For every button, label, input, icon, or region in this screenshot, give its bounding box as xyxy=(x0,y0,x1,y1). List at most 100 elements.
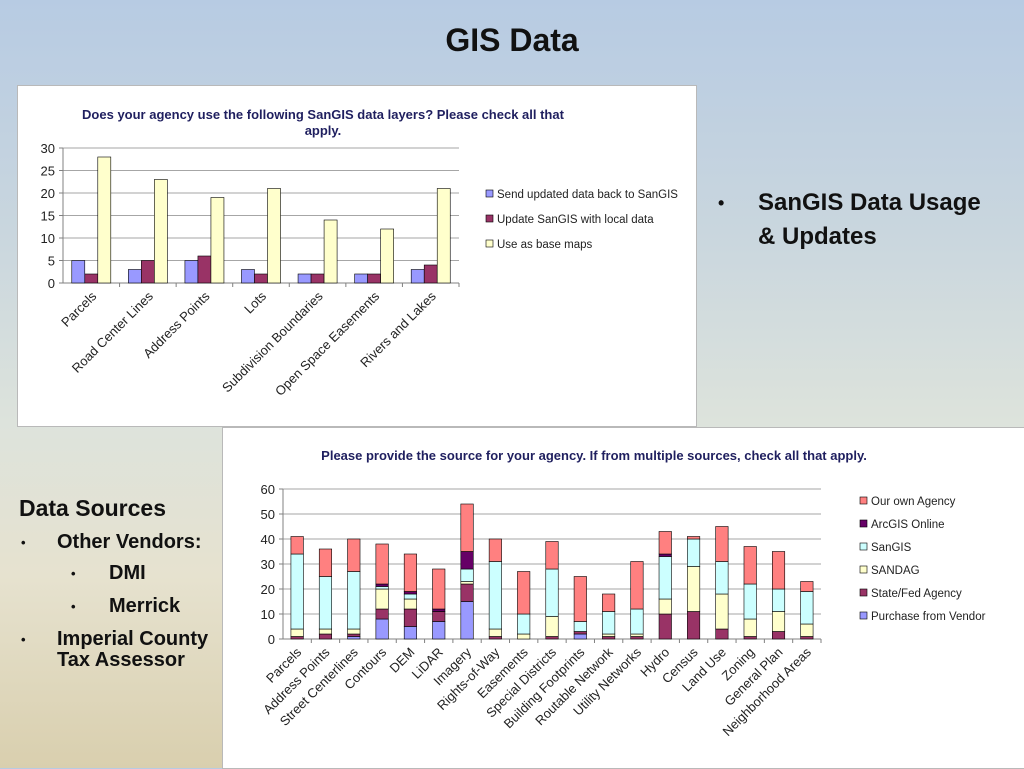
y-tick-label: 20 xyxy=(261,582,275,597)
bar-update-sangis-with-local-data-lots xyxy=(254,273,268,284)
bar-segment-our-own-agency-rights-of-way xyxy=(488,538,502,562)
source-item-merrick: • Merrick xyxy=(19,596,219,617)
bar-update-sangis-with-local-data-subdivision-boundaries xyxy=(310,273,325,284)
y-tick-label: 20 xyxy=(41,186,55,201)
bar-segment-state-fed-agency-census xyxy=(687,611,701,640)
bar-segment-our-own-agency-routable-network xyxy=(602,593,616,612)
bar-segment-our-own-agency-contours xyxy=(375,543,389,585)
layer-usage-chart: Does your agency use the following SanGI… xyxy=(41,107,679,399)
x-tick-label-subdivision-boundaries: Subdivision Boundaries xyxy=(219,288,326,395)
y-tick-label: 40 xyxy=(261,532,275,547)
y-tick-label: 50 xyxy=(261,507,275,522)
bar-segment-our-own-agency-land-use xyxy=(715,526,729,562)
legend-label-sangis: SanGIS xyxy=(871,542,912,554)
bar-segment-state-fed-agency-special-districts xyxy=(545,636,559,640)
bullet-marker: • xyxy=(71,566,76,581)
bar-segment-sandag-census xyxy=(687,566,701,612)
bullet-marker: • xyxy=(718,193,725,213)
bullet-sangis-usage: SanGIS Data Usage & Updates xyxy=(758,189,981,250)
y-tick-label: 25 xyxy=(41,164,55,179)
bar-segment-sangis-special-districts xyxy=(545,568,559,617)
legend-swatch-use-as-base-maps xyxy=(485,239,494,248)
legend-swatch-our-own-agency xyxy=(859,496,868,505)
bar-segment-our-own-agency-neighborhood-areas xyxy=(800,581,814,592)
bar-segment-our-own-agency-census xyxy=(687,536,701,540)
chart-panel-data-sources: Please provide the source for your agenc… xyxy=(222,427,1024,769)
bar-segment-our-own-agency-street-centerlines xyxy=(347,538,361,572)
bar-segment-sangis-zoning xyxy=(743,583,757,620)
data-sources-chart: Please provide the source for your agenc… xyxy=(260,448,985,739)
bar-send-updated-data-back-to-sangis-open-space-easements xyxy=(354,273,368,284)
bar-segment-sandag-land-use xyxy=(715,593,729,630)
bar-segment-arcgis-online-dem xyxy=(403,591,417,595)
source-label: Imperial County Tax Assessor xyxy=(57,628,209,671)
bar-segment-state-fed-agency-address-points xyxy=(318,633,333,640)
y-tick-label: 0 xyxy=(48,276,55,291)
source-label: Merrick xyxy=(109,595,181,617)
bar-segment-sandag-hydro xyxy=(658,598,672,615)
x-tick-label-parcels: Parcels xyxy=(58,288,100,330)
bar-use-as-base-maps-subdivision-boundaries xyxy=(323,219,338,284)
bar-segment-sangis-easements xyxy=(517,613,531,635)
bar-segment-state-fed-agency-dem xyxy=(403,608,417,627)
bar-use-as-base-maps-rivers-and-lakes xyxy=(436,188,451,284)
bullet-marker: • xyxy=(21,535,26,550)
slide-title: GIS Data xyxy=(445,22,579,58)
chart-title: Please provide the source for your agenc… xyxy=(321,448,867,463)
bar-segment-sangis-census xyxy=(687,538,701,567)
bar-segment-state-fed-agency-imagery xyxy=(460,583,474,602)
bar-segment-our-own-agency-special-districts xyxy=(545,541,559,570)
bar-segment-sandag-street-centerlines xyxy=(347,628,361,635)
legend-label-send-updated-data-back-to-sangis: Send updated data back to SanGIS xyxy=(497,189,678,201)
bar-segment-sandag-imagery xyxy=(460,581,474,585)
bar-segment-our-own-agency-parcels xyxy=(290,536,304,555)
bar-use-as-base-maps-road-center-lines xyxy=(154,179,168,284)
bar-segment-purchase-from-vendor-contours xyxy=(375,618,389,640)
bar-segment-sangis-street-centerlines xyxy=(347,571,361,630)
bar-segment-state-fed-agency-neighborhood-areas xyxy=(800,636,814,640)
bar-segment-state-fed-agency-land-use xyxy=(715,628,729,640)
bar-segment-sandag-address-points xyxy=(318,628,333,635)
bar-segment-purchase-from-vendor-building-footprints xyxy=(573,633,587,640)
bar-segment-our-own-agency-address-points xyxy=(318,548,333,577)
bar-send-updated-data-back-to-sangis-subdivision-boundaries xyxy=(297,273,312,284)
bar-segment-sandag-zoning xyxy=(743,618,757,637)
source-label: Other Vendors: xyxy=(57,531,202,553)
bar-segment-purchase-from-vendor-lidar xyxy=(432,621,446,640)
bullet-marker: • xyxy=(21,632,26,647)
legend-swatch-purchase-from-vendor xyxy=(859,611,868,620)
bar-send-updated-data-back-to-sangis-parcels xyxy=(71,260,86,284)
bar-segment-purchase-from-vendor-dem xyxy=(403,626,417,640)
bar-update-sangis-with-local-data-address-points xyxy=(197,255,212,284)
bar-segment-our-own-agency-utility-networks xyxy=(630,561,644,610)
bar-segment-state-fed-agency-building-footprints xyxy=(573,631,587,635)
bar-send-updated-data-back-to-sangis-address-points xyxy=(184,260,199,284)
bar-segment-purchase-from-vendor-street-centerlines xyxy=(347,636,361,640)
bar-segment-purchase-from-vendor-imagery xyxy=(460,601,474,640)
chart-panel-layer-usage: Does your agency use the following SanGI… xyxy=(17,85,697,427)
bar-segment-state-fed-agency-hydro xyxy=(658,613,672,640)
bar-update-sangis-with-local-data-open-space-easements xyxy=(367,273,381,284)
y-tick-label: 30 xyxy=(41,141,55,156)
bar-segment-our-own-agency-dem xyxy=(403,553,417,592)
bar-segment-our-own-agency-hydro xyxy=(658,531,672,555)
bar-segment-sangis-land-use xyxy=(715,561,729,595)
x-tick-label-lots: Lots xyxy=(241,288,269,316)
bar-segment-sangis-dem xyxy=(403,593,417,600)
bar-segment-our-own-agency-general-plan xyxy=(771,551,786,590)
y-tick-label: 10 xyxy=(261,607,275,622)
bar-segment-sangis-address-points xyxy=(318,576,333,630)
x-tick-label-open-space-easements: Open Space Easements xyxy=(272,288,383,399)
bar-segment-state-fed-agency-zoning xyxy=(743,636,757,640)
bar-use-as-base-maps-open-space-easements xyxy=(380,228,394,284)
bar-segment-our-own-agency-building-footprints xyxy=(573,576,587,622)
bar-segment-state-fed-agency-utility-networks xyxy=(630,636,644,640)
bar-segment-sangis-utility-networks xyxy=(630,608,644,635)
legend-swatch-send-updated-data-back-to-sangis xyxy=(485,189,494,198)
legend-label-update-sangis-with-local-data: Update SanGIS with local data xyxy=(497,214,654,226)
bar-segment-sandag-contours xyxy=(375,588,389,610)
bar-segment-sangis-parcels xyxy=(290,553,304,630)
y-tick-label: 10 xyxy=(41,231,55,246)
bar-use-as-base-maps-parcels xyxy=(97,156,112,284)
y-tick-label: 60 xyxy=(261,482,275,497)
